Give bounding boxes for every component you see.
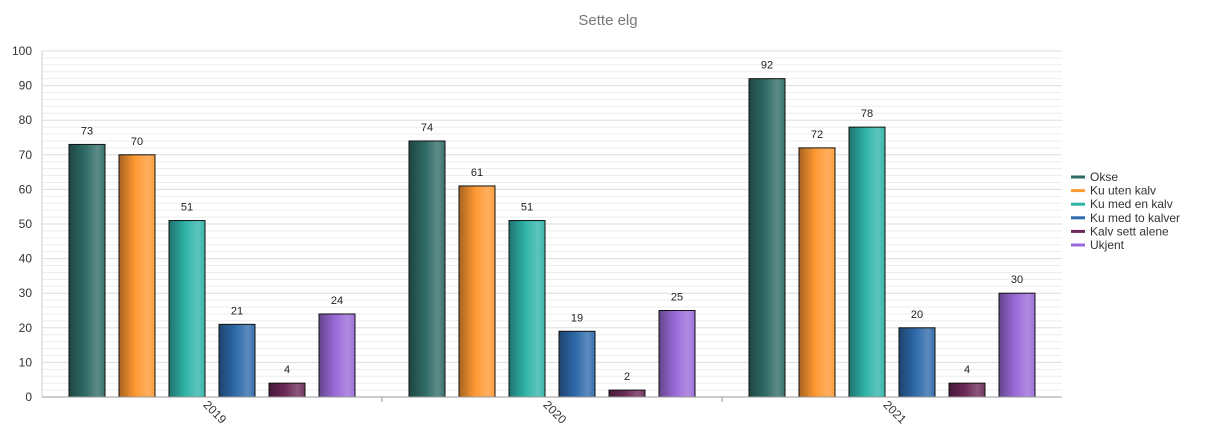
legend-swatch: [1071, 189, 1085, 193]
bar-ku-med-en-kalv-2019: [168, 220, 206, 398]
bar-value-label: 24: [331, 295, 343, 307]
bar-value-label: 4: [964, 364, 970, 376]
y-tick-label: 40: [19, 252, 33, 266]
bar-value-label: 51: [181, 202, 193, 214]
bar-ku-med-en-kalv-2020: [508, 220, 546, 398]
y-tick-label: 10: [19, 355, 33, 369]
bar-ukjent-2019: [318, 313, 356, 398]
y-tick-label: 0: [25, 390, 32, 404]
bar-ukjent-2020: [658, 310, 696, 398]
legend-label: Okse: [1090, 170, 1118, 184]
y-tick-label: 60: [19, 182, 33, 196]
legend-label: Ukjent: [1090, 238, 1125, 252]
bar-okse-2021: [748, 78, 786, 398]
bar-ku-uten-kalv-2020: [458, 185, 496, 398]
bar-ku-med-to-kalver-2020: [558, 330, 596, 398]
bar-value-label: 73: [81, 125, 93, 137]
bar-value-label: 61: [471, 167, 483, 179]
legend-label: Kalv sett alene: [1090, 224, 1169, 238]
bar-ku-uten-kalv-2019: [118, 154, 156, 398]
x-tick-label: 2020: [540, 398, 569, 427]
legend-swatch: [1071, 216, 1085, 220]
bar-value-label: 20: [911, 309, 923, 321]
y-tick-label: 30: [19, 286, 33, 300]
bar-ku-med-en-kalv-2021: [848, 126, 886, 398]
bar-okse-2019: [68, 143, 106, 398]
bar-value-label: 92: [761, 60, 773, 72]
bar-kalv-sett-alene-2021: [948, 382, 986, 398]
bar-ku-uten-kalv-2021: [798, 147, 836, 398]
y-tick-label: 20: [19, 321, 33, 335]
bar-value-label: 2: [624, 371, 630, 383]
y-tick-label: 100: [12, 44, 32, 58]
bar-ukjent-2021: [998, 292, 1036, 398]
bar-value-label: 30: [1011, 274, 1023, 286]
legend-swatch: [1071, 243, 1085, 247]
chart-title: Sette elg: [578, 12, 637, 29]
y-tick-label: 80: [19, 113, 33, 127]
bar-kalv-sett-alene-2020: [608, 389, 646, 398]
x-tick-label: 2019: [200, 398, 229, 427]
bar-value-label: 78: [861, 108, 873, 120]
y-tick-label: 70: [19, 148, 33, 162]
legend-label: Ku uten kalv: [1090, 184, 1156, 198]
legend-label: Ku med to kalver: [1090, 211, 1180, 225]
bar-okse-2020: [408, 140, 446, 398]
legend-swatch: [1071, 202, 1085, 206]
legend-swatch: [1071, 229, 1085, 233]
bar-value-label: 25: [671, 292, 683, 304]
bars: 73 70 51 21 4 24 74 61 51 19 2 25 92 72 78 20 4 30: [68, 60, 1036, 398]
grid: [42, 50, 1062, 398]
bar-value-label: 70: [131, 136, 143, 148]
bar-kalv-sett-alene-2019: [268, 382, 306, 398]
y-tick-label: 90: [19, 79, 33, 93]
y-tick-label: 50: [19, 217, 33, 231]
legend-label: Ku med en kalv: [1090, 197, 1173, 211]
bar-value-label: 51: [521, 202, 533, 214]
x-tick-label: 2021: [880, 398, 909, 427]
bar-value-label: 19: [571, 312, 583, 324]
bar-ku-med-to-kalver-2021: [898, 327, 936, 398]
bar-value-label: 4: [284, 364, 290, 376]
legend-swatch: [1071, 175, 1085, 179]
bar-value-label: 21: [231, 305, 243, 317]
bar-value-label: 74: [421, 122, 433, 134]
bar-ku-med-to-kalver-2019: [218, 323, 256, 398]
bar-value-label: 72: [811, 129, 823, 141]
